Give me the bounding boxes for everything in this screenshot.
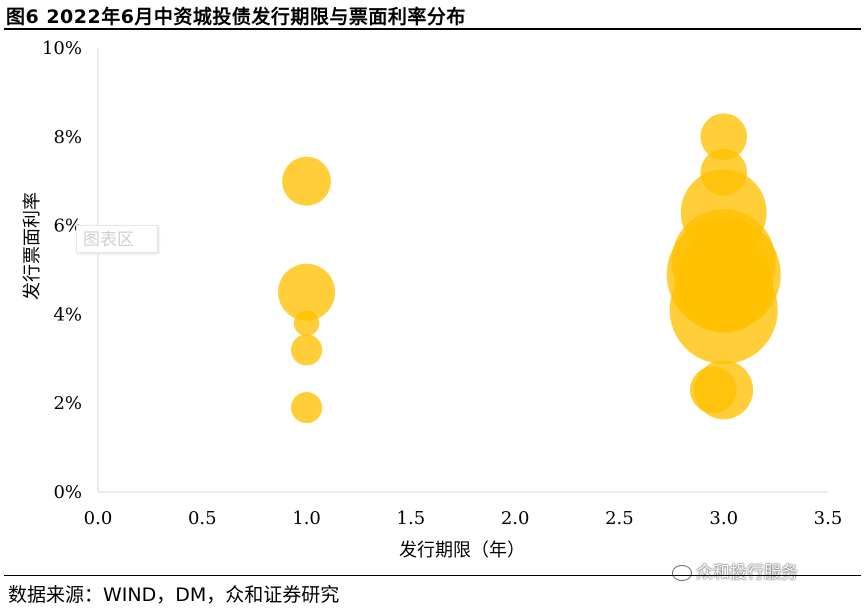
- x-tick-label: 3.0: [709, 508, 738, 529]
- bubble-point: [293, 310, 320, 337]
- bubble-point: [700, 113, 747, 161]
- wechat-icon: [672, 565, 692, 581]
- x-tick-labels: 0.0 0.5 1.0 1.5 2.0 2.5 3.0 3.5: [84, 508, 843, 529]
- x-tick-label: 3.5: [814, 508, 843, 529]
- x-tick-label: 1.5: [397, 508, 426, 529]
- y-tick-label: 0%: [53, 482, 82, 503]
- title-rule: [4, 28, 861, 30]
- watermark: 众和投行服务: [672, 558, 798, 583]
- y-tick-label: 4%: [53, 304, 82, 325]
- y-tick-label: 8%: [53, 127, 82, 148]
- y-tick-labels: 0% 2% 4% 6% 8% 10%: [42, 38, 82, 503]
- y-tick-label: 2%: [53, 393, 82, 414]
- bubble-layer: [278, 113, 781, 424]
- bubble-point: [290, 334, 323, 366]
- x-tick-label: 2.5: [605, 508, 634, 529]
- watermark-text: 众和投行服务: [696, 563, 798, 583]
- x-axis-title: 发行期限（年）: [399, 540, 525, 561]
- x-tick-label: 0.0: [84, 508, 113, 529]
- bubble-point: [669, 255, 778, 365]
- bubble-point: [278, 263, 336, 321]
- x-tick-label: 0.5: [188, 508, 217, 529]
- bubble-point: [694, 360, 754, 420]
- y-tick-label: 10%: [42, 38, 82, 59]
- x-tick-label: 2.0: [501, 508, 530, 529]
- source-rule: [4, 575, 861, 576]
- chart-area-tooltip: 图表区: [76, 225, 158, 253]
- y-tick-label: 6%: [53, 216, 82, 237]
- chart-title: 图6 2022年6月中资城投债发行期限与票面利率分布: [6, 6, 466, 28]
- bubble-point: [290, 392, 323, 424]
- x-tick-label: 1.0: [292, 508, 321, 529]
- source-note: 数据来源：WIND，DM，众和证券研究: [8, 584, 340, 606]
- y-axis-title: 发行票面利率: [22, 192, 43, 300]
- bubble-point: [282, 156, 331, 206]
